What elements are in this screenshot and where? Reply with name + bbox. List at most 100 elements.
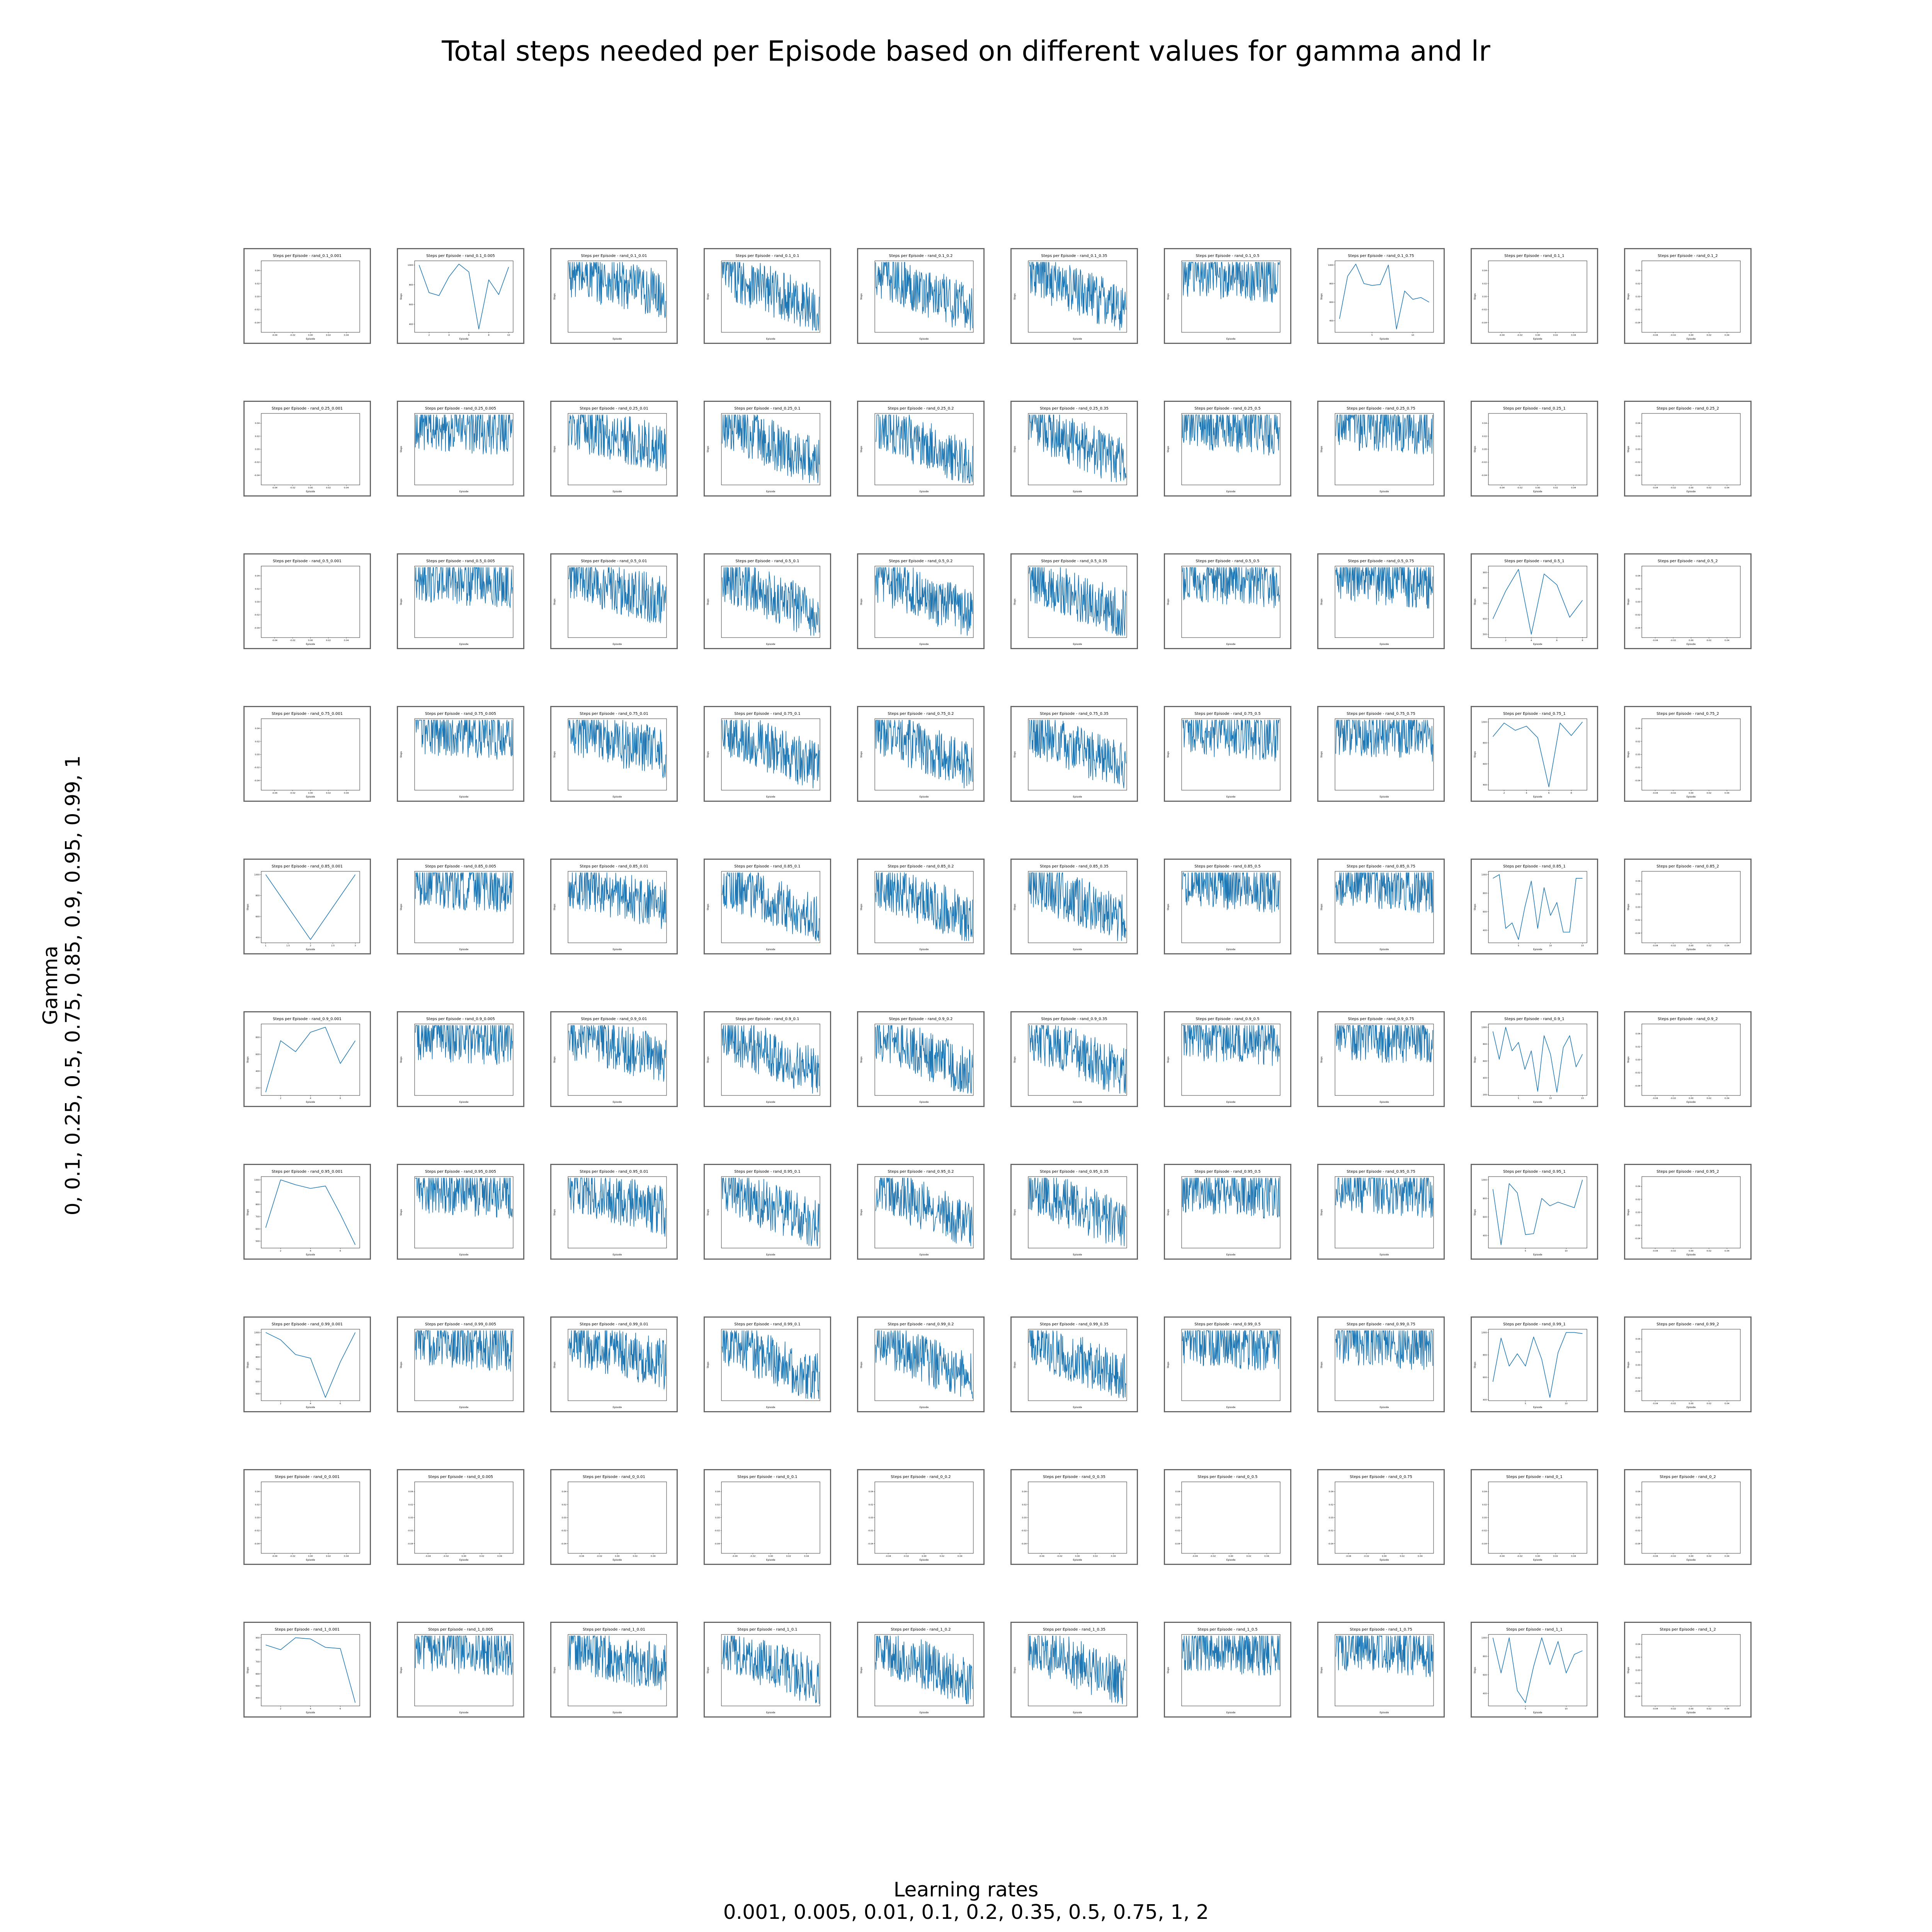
x-tick-label: 0.00 [1689,1555,1694,1558]
subplot-xlabel: Episode [1380,1101,1389,1104]
subplot-xlabel: Episode [1533,1559,1543,1561]
y-tick-label: 800 [256,1037,260,1039]
subplot-panel: Steps per Episode - rand_0.99_0.5 Episode… [1164,1316,1291,1412]
series-line [1335,1025,1433,1063]
subplot-xlabel: Episode [613,643,622,646]
y-tick-label: 400 [1483,1399,1487,1401]
subplot-ylabel: Steps [1320,599,1323,605]
subplot-ylabel: Steps [1474,446,1476,452]
series-line [568,1177,666,1237]
subplot-axes-frame [568,566,667,638]
x-tick-label: 1.5 [286,945,290,947]
subplot-xlabel: Episode [613,1711,622,1714]
x-tick-label: -0.04 [425,1555,431,1558]
subplot-xlabel: Episode [766,490,776,493]
subplot-svg: Steps per Episode - rand_0.5_0.75 Episode… [1320,559,1434,646]
y-tick-label: 800 [1483,1655,1487,1658]
subplot-panel: Steps per Episode - rand_1_1 Episode Steps… [1471,1622,1598,1718]
subplot-svg: Steps per Episode - rand_0.99_0.001 Episo… [247,1322,360,1409]
y-tick-label: 400 [1483,784,1487,786]
x-tick-label: 10 [1565,1708,1568,1710]
subplot-ylabel: Steps [860,751,863,758]
y-tick-label: 800 [256,1356,260,1359]
subplot-svg: Steps per Episode - rand_0.95_0.001 Episo… [247,1170,360,1256]
series-line [722,567,820,636]
subplot-xlabel: Episode [1687,1559,1696,1561]
subplot-xlabel: Episode [1687,1711,1696,1714]
series-line [875,872,973,941]
subplot-ylabel: Steps [553,1362,556,1368]
subplot-axes-frame [261,1329,360,1401]
subplot-svg: Steps per Episode - rand_0.99_2 Episode St… [1627,1322,1741,1409]
subplot-axes-frame [568,1024,667,1096]
subplot-title: Steps per Episode - rand_1_2 [1660,1628,1716,1632]
x-tick-label: 6 [468,334,470,337]
y-tick-label: -0.04 [1635,780,1641,782]
subplot-axes-frame [1028,1329,1127,1401]
x-tick-label: 0.02 [326,639,331,642]
subplot-svg: Steps per Episode - rand_0.25_0.01 Episod… [553,406,667,493]
y-tick-label: -0.02 [1635,767,1640,769]
x-tick-label: 3 [355,945,356,947]
y-tick-label: -0.04 [1635,627,1641,629]
subplot-title: Steps per Episode - rand_0.75_1 [1503,712,1566,716]
subplot-xlabel: Episode [1533,796,1543,798]
subplot-xlabel: Episode [1380,948,1389,951]
series-line [1182,1177,1280,1219]
subplot-panel: Steps per Episode - rand_0.9_0.35 Episode… [1010,1011,1138,1107]
subplot-title: Steps per Episode - rand_0.75_0.1 [734,712,800,716]
y-tick-label: 0.02 [1329,1504,1333,1506]
subplot-axes-frame [261,1481,360,1554]
subplot-title: Steps per Episode - rand_0.75_0.001 [272,712,343,716]
series-line [265,874,356,940]
subplot-axes-frame [1641,718,1741,791]
subplot-panel: Steps per Episode - rand_0.5_0.75 Episode… [1317,553,1445,649]
y-tick-label: 0.04 [1482,422,1487,425]
subplot-axes-frame [414,1176,514,1248]
y-tick-label: -0.02 [1635,1072,1640,1074]
x-tick-label: 0.04 [344,792,349,794]
subplot-svg: Steps per Episode - rand_0.25_0.75 Episod… [1320,406,1434,493]
subplot-svg: Steps per Episode - rand_0.95_0.5 Episode… [1167,1170,1281,1256]
x-tick-label: 0.02 [1707,639,1711,642]
subplot-ylabel: Steps [707,599,709,605]
subplot-svg: Steps per Episode - rand_0_0.01 Episode -0… [561,1475,667,1561]
subplot-svg: Steps per Episode - rand_0.9_0.005 Episod… [400,1017,514,1104]
x-tick-label: 0.04 [804,1555,809,1558]
y-tick-label: 400 [1483,930,1487,932]
subplot-xlabel: Episode [613,948,622,951]
y-tick-label: -0.04 [254,474,260,477]
x-tick-label: -0.04 [1653,1708,1658,1710]
subplot-title: Steps per Episode - rand_0.99_2 [1656,1322,1719,1327]
y-tick-label: 0.02 [255,283,260,285]
subplot-panel: Steps per Episode - rand_0.85_1 Episode St… [1471,859,1598,954]
subplot-svg: Steps per Episode - rand_0.95_0.1 Episode… [707,1170,820,1256]
series-line [875,1025,973,1094]
subplot-ylabel: Steps [400,1667,403,1673]
subplot-axes-frame [1488,1176,1587,1248]
y-tick-label: -0.02 [1481,461,1487,464]
subplot-title: Steps per Episode - rand_0.25_0.001 [272,406,343,411]
subplot-xlabel: Episode [1380,1406,1389,1409]
subplot-title: Steps per Episode - rand_0.99_0.005 [425,1322,496,1327]
y-tick-label: 600 [256,1053,260,1056]
subplot-panel: Steps per Episode - rand_1_0.75 Episode St… [1317,1622,1445,1718]
subplot-xlabel: Episode [306,796,315,798]
x-tick-label: -0.04 [1499,334,1505,337]
subplot-ylabel: Steps [1014,1667,1016,1673]
subplot-axes-frame [568,871,667,943]
x-tick-label: 0.04 [1725,1097,1730,1100]
subplot-axes-frame [721,718,820,791]
x-tick-label: -0.02 [1517,487,1522,489]
y-tick-label: 0.02 [1636,1046,1640,1048]
subplot-ylabel: Steps [400,904,403,910]
x-tick-label: -0.02 [1670,1250,1676,1252]
subplot-title: Steps per Episode - rand_1_0.35 [1043,1628,1105,1632]
x-tick-label: 0.04 [1725,1403,1730,1405]
y-tick-label: -0.04 [1635,1390,1641,1393]
x-tick-label: 5 [1371,334,1373,337]
subplot-svg: Steps per Episode - rand_1_0.005 Episode S… [400,1628,514,1714]
subplot-svg: Steps per Episode - rand_0.5_0.35 Episode… [1014,559,1127,646]
x-tick-label: 5 [1525,1708,1526,1710]
subplot-title: Steps per Episode - rand_0.25_0.01 [580,406,648,411]
